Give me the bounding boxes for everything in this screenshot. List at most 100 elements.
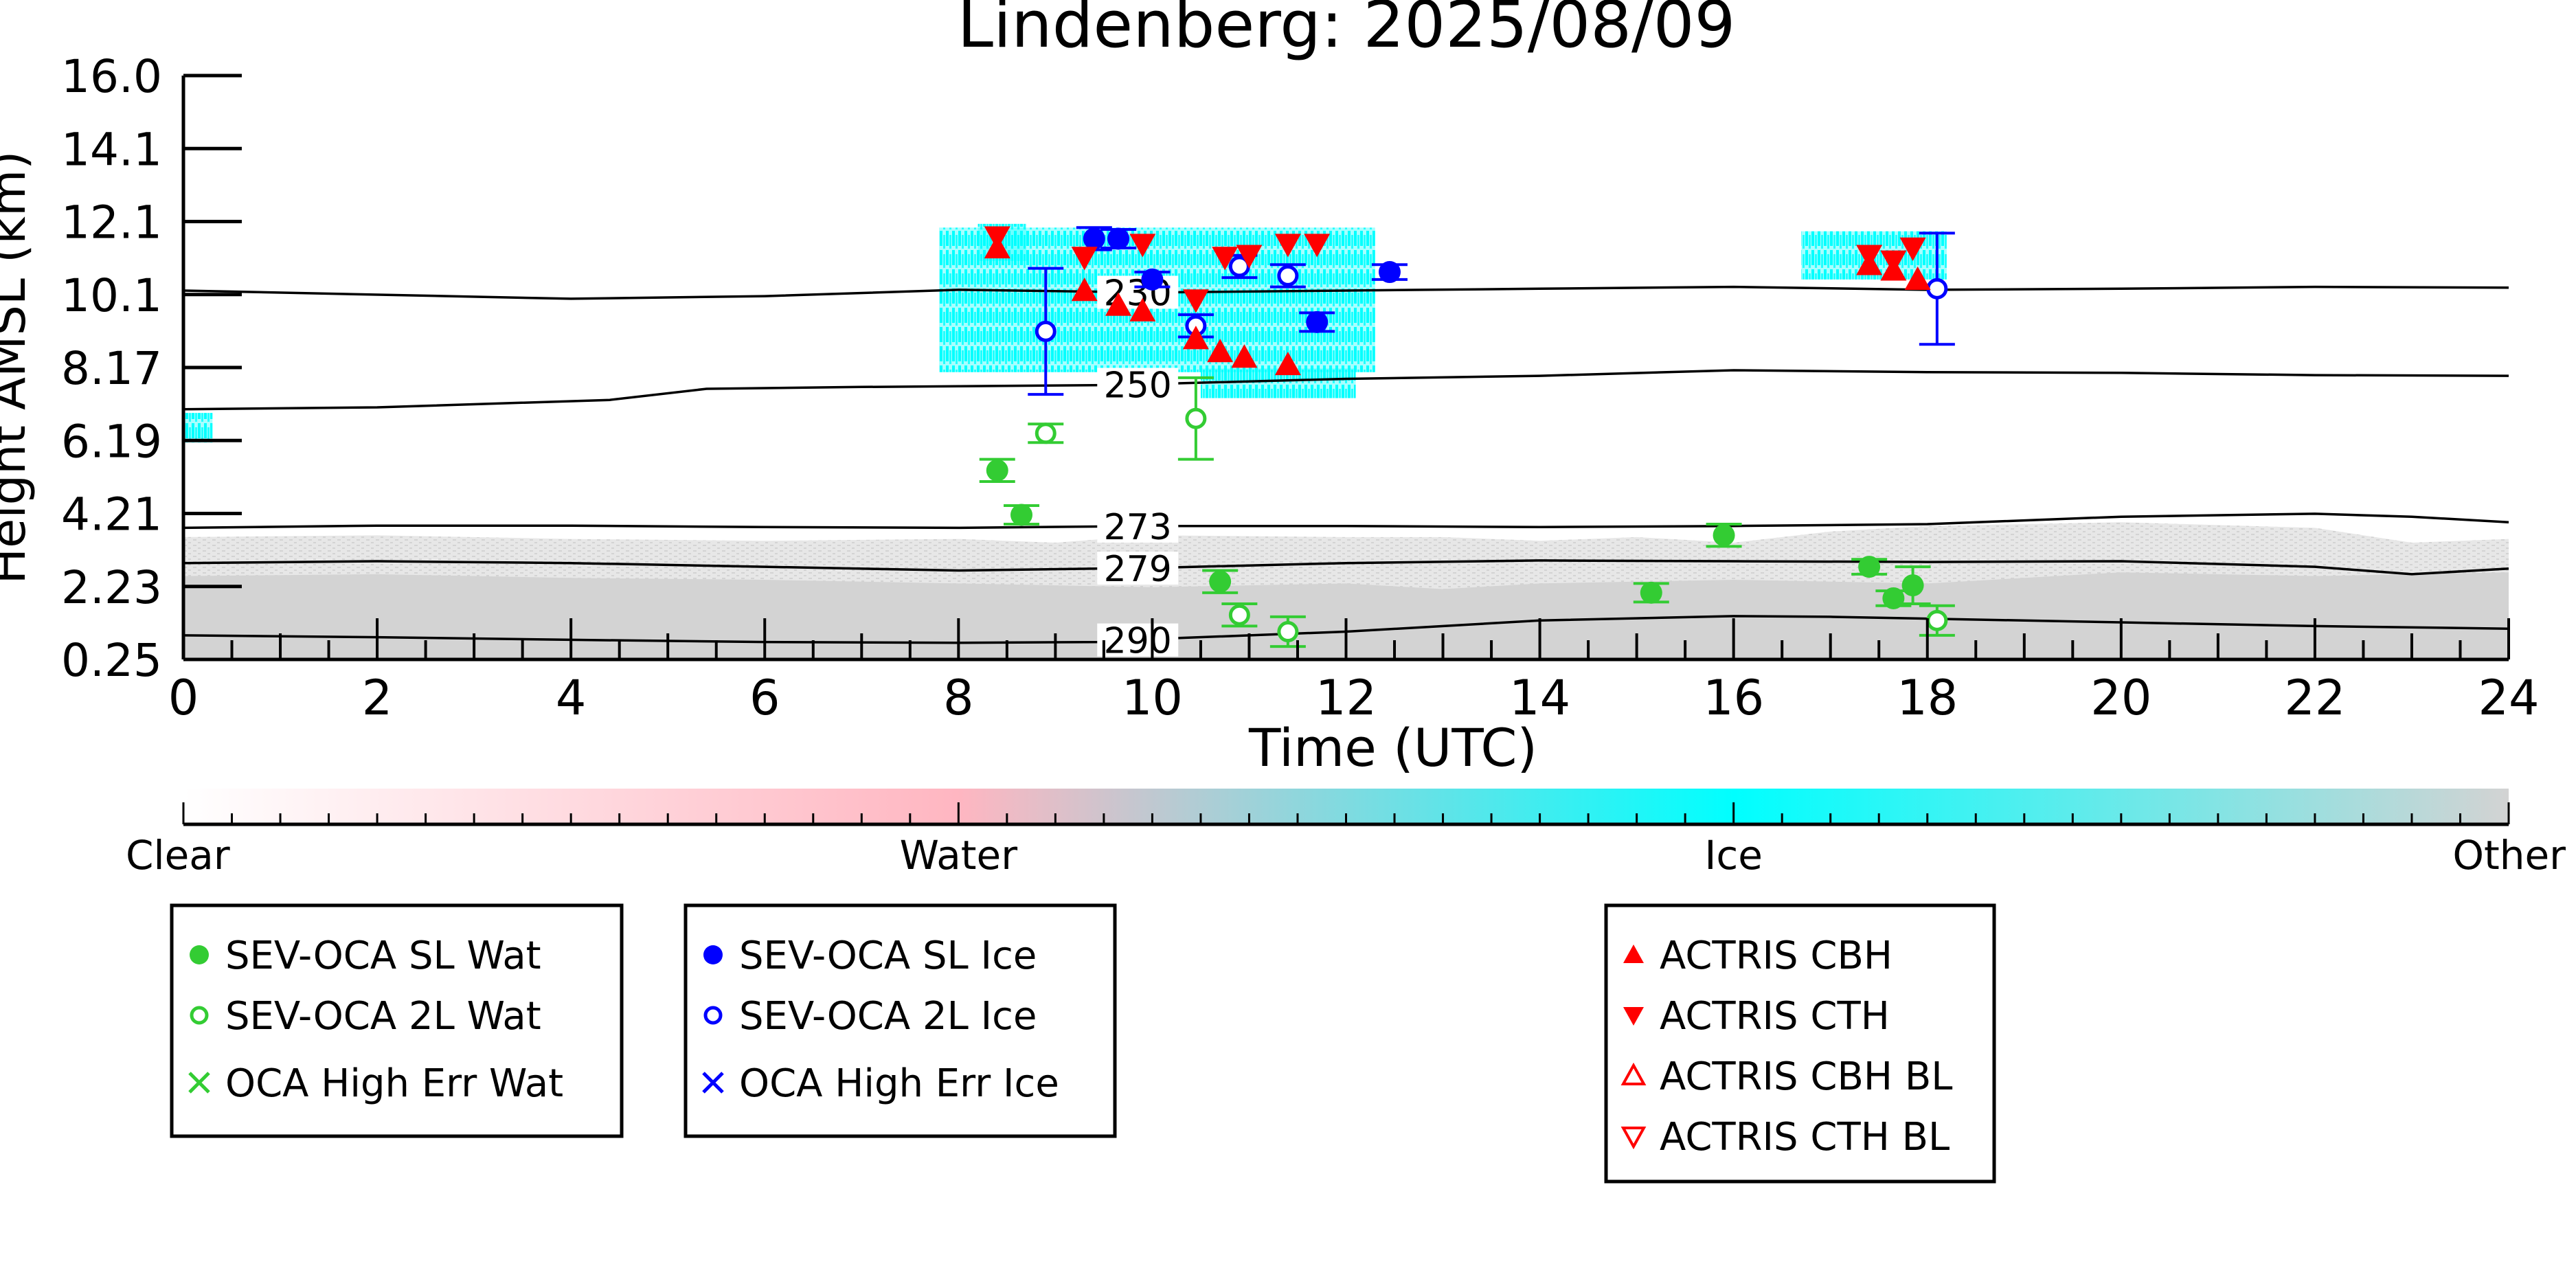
legend-marker: [702, 1072, 724, 1094]
isotherm-label-bg: [1097, 551, 1179, 585]
x-tick-label: 4: [556, 670, 587, 726]
data-point: [1185, 407, 1207, 429]
legend-marker: [190, 1006, 209, 1025]
data-point: [1904, 266, 1931, 291]
legend-label: ACTRIS CBH BL: [1660, 1054, 1952, 1099]
data-point: [1071, 278, 1098, 302]
data-point: [1856, 245, 1883, 269]
data-point: [1274, 351, 1301, 376]
colorbar-label: Ice: [1704, 832, 1763, 879]
colorbar-label: Other: [2452, 832, 2566, 879]
data-point: [1274, 234, 1301, 258]
y-tick-label: 16.0: [61, 50, 162, 103]
x-tick-label: 20: [2090, 670, 2151, 726]
y-tick-label: 0.25: [61, 634, 162, 687]
legend-marker: [188, 1072, 210, 1094]
y-axis-label: Height AMSL (km): [0, 151, 36, 585]
isotherm-label-bg: [1097, 509, 1179, 543]
data-point: [1880, 250, 1907, 274]
y-tick-label: 8.17: [61, 342, 162, 395]
isotherm-279: [183, 559, 2509, 576]
data-point: [1071, 247, 1098, 271]
x-tick-label: 16: [1703, 670, 1764, 726]
x-tick-label: 22: [2284, 670, 2345, 726]
data-point: [1228, 604, 1250, 626]
data-point: [1926, 609, 1948, 631]
x-tick-label: 14: [1509, 670, 1570, 726]
data-point: [1209, 570, 1232, 593]
data-point: [1182, 326, 1209, 350]
legends: SEV-OCA SL Wat SEV-OCA 2L Wat OCA High Err…: [170, 903, 1996, 1184]
data-point: [1035, 320, 1057, 342]
data-point: [1277, 621, 1299, 643]
isotherm-273: [183, 512, 2509, 530]
x-tick-label: 6: [749, 670, 780, 726]
x-tick-label: 12: [1315, 670, 1377, 726]
data-point: [986, 459, 1008, 482]
legend-label: OCA High Err Wat: [225, 1061, 563, 1106]
legend-box-3: ACTRIS CBH ACTRIS CTH ACTRIS CBH BL ACTRIS …: [1604, 903, 1996, 1184]
data-point: [1277, 264, 1299, 286]
data-point: [1129, 297, 1156, 321]
data-point: [1105, 292, 1132, 316]
x-tick-label: 18: [1897, 670, 1958, 726]
data-point: [1207, 339, 1234, 363]
series-actris-cth: [984, 226, 1926, 313]
isotherm-label: 250: [1104, 365, 1172, 407]
legend-marker: [703, 945, 723, 964]
legend-box-2: SEV-OCA SL Ice SEV-OCA 2L Ice OCA High Err…: [683, 903, 1117, 1138]
legend-label: ACTRIS CTH: [1660, 994, 1890, 1039]
data-point: [1899, 237, 1926, 261]
data-point: [1304, 234, 1331, 258]
legend-label: SEV-OCA SL Wat: [225, 934, 541, 978]
legend-label: SEV-OCA 2L Wat: [225, 994, 541, 1039]
legend-marker: [1623, 945, 1644, 963]
legend-marker: [1623, 1007, 1644, 1026]
legend-frame: [683, 903, 1117, 1138]
isotherm-label: 279: [1104, 549, 1172, 590]
data-point: [1182, 289, 1209, 313]
data-point: [1107, 227, 1130, 250]
legend-frame: [170, 903, 624, 1138]
y-tick-label: 4.21: [61, 488, 162, 541]
legend-marker: [190, 945, 209, 964]
data-point: [1882, 587, 1905, 609]
x-tick-label: 10: [1122, 670, 1183, 726]
data-point: [1141, 268, 1164, 291]
data-point: [1236, 245, 1263, 269]
x-tick-label: 24: [2478, 670, 2539, 726]
y-tick-label: 10.1: [61, 269, 162, 322]
x-ticks: 0 2 4 6 8 10 12 14 16 18 20 22 24: [168, 618, 2540, 726]
legend-marker: [1620, 1127, 1647, 1150]
data-point: [984, 226, 1010, 250]
isotherm-label-bg: [1097, 275, 1179, 309]
data-point: [1306, 310, 1329, 333]
colorbar-label: Water: [900, 832, 1018, 879]
legend-box-1: SEV-OCA SL Wat SEV-OCA 2L Wat OCA High Err…: [170, 903, 624, 1138]
legend-marker: [1620, 1062, 1647, 1085]
colorbar-ticks: [182, 802, 2510, 824]
legend-label: ACTRIS CBH: [1660, 934, 1893, 978]
ice-cloud-edge: [183, 413, 213, 443]
y-tick-label: 12.1: [61, 196, 162, 249]
series-sev-oca-sl-wat: [979, 457, 1931, 609]
data-point: [1858, 556, 1881, 578]
y-tick-label: 2.23: [61, 561, 162, 614]
y-tick-label: 6.19: [61, 415, 162, 468]
data-point: [1129, 234, 1156, 258]
data-point: [1713, 524, 1735, 547]
legend-label: ACTRIS CTH BL: [1660, 1115, 1950, 1160]
data-point: [1926, 278, 1948, 300]
legend-label: SEV-OCA 2L Ice: [739, 994, 1037, 1039]
data-point: [1035, 422, 1057, 444]
x-tick-label: 2: [362, 670, 393, 726]
data-point: [1212, 247, 1239, 271]
colorbar-labels: Clear Water Ice Other: [126, 832, 2566, 879]
isotherm-label: 273: [1104, 507, 1172, 548]
legend-label: OCA High Err Ice: [739, 1061, 1059, 1106]
chart-title: Lindenberg: 2025/08/09: [958, 0, 1736, 63]
series-sev-oca-2l-ice: [1028, 231, 1955, 396]
y-tick-label: 14.1: [61, 123, 162, 176]
legend-marker: [703, 1006, 723, 1025]
